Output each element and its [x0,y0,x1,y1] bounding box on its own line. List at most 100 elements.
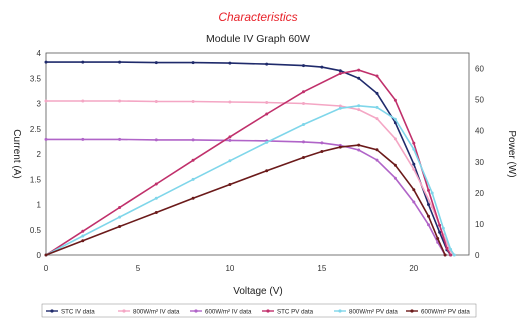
legend: STC IV data 800W/m² IV data 600W/m² IV dat… [46,308,470,315]
x-tick-label: 20 [409,264,418,273]
y2-axis-ticks: 0 10 20 30 40 50 60 [475,65,484,260]
data-point [228,61,232,65]
data-point [81,229,85,233]
data-point [375,158,379,162]
legend-marker [122,309,126,313]
data-point [438,223,442,227]
data-point [393,98,397,102]
y2-tick-label: 0 [475,251,480,260]
data-point [44,60,48,64]
y-tick-label: 1.5 [30,175,42,184]
x-tick-label: 5 [136,264,141,273]
data-point [445,246,449,250]
data-point [154,61,158,65]
data-point [338,106,342,110]
data-point [427,223,430,227]
data-point [436,237,440,240]
data-point [375,117,379,121]
legend-entry: STC PV data [277,308,314,315]
data-point [438,230,442,234]
data-point [265,62,269,66]
data-point [118,206,122,209]
data-point [118,225,122,228]
data-point [154,196,158,200]
data-point [191,177,195,181]
legend-entry: 800W/m² PV data [349,308,398,315]
y2-tick-label: 60 [475,65,484,74]
data-point [427,188,430,192]
legend-entry: 600W/m² IV data [205,308,252,315]
data-point [427,214,430,218]
data-point [118,99,122,103]
data-point [412,147,416,151]
data-point [302,90,305,94]
data-point [81,239,85,243]
data-point [393,163,397,167]
data-point [393,137,397,141]
legend-marker [50,309,54,313]
data-point [357,108,361,112]
chart-suptitle: Characteristics [218,10,297,24]
legend-box [41,303,477,318]
data-point [228,135,232,139]
data-point [338,72,342,75]
data-point [443,253,447,257]
data-point [44,99,48,103]
data-point [320,141,324,145]
data-point [375,91,379,95]
y-tick-label: 1 [37,201,42,210]
data-point [338,145,342,149]
data-point [44,137,48,141]
data-point [118,215,122,219]
y2-tick-label: 30 [475,158,484,167]
y-tick-label: 3.5 [30,74,42,83]
y-tick-label: 0.5 [30,226,42,235]
data-point [118,60,122,64]
data-point [154,182,158,186]
x-axis-label: Voltage (V) [233,286,282,297]
y2-axis-label: Power (W) [506,130,517,177]
y-tick-label: 3 [37,100,42,109]
y-tick-label: 0 [37,251,42,260]
data-point [357,76,361,80]
data-point [427,203,430,206]
legend-marker [410,309,414,313]
data-point [338,104,342,108]
data-point [265,112,269,116]
data-point [412,167,416,171]
data-point [412,162,416,166]
legend-entry: 800W/m² IV data [133,308,180,315]
x-tick-label: 10 [225,264,234,273]
data-point [320,65,324,69]
data-point [191,158,195,162]
data-point [393,117,397,121]
data-point [412,200,416,204]
y-axis-label: Current (A) [11,129,22,178]
data-point [393,176,397,180]
series-line-5 [45,104,455,256]
data-point [302,156,305,159]
data-point [375,74,379,78]
data-point [375,148,379,152]
data-point [357,68,361,72]
y2-tick-label: 20 [475,189,484,198]
series-line-1 [46,61,452,256]
data-point [118,137,122,141]
legend-entry: STC IV data [61,308,95,315]
data-point [452,253,456,257]
legend-marker [338,309,342,313]
data-point [430,191,434,195]
data-point [191,196,195,200]
data-point [154,138,158,142]
data-point [81,234,85,238]
data-point [441,226,445,230]
y-tick-label: 2.5 [30,125,42,134]
data-point [302,140,305,144]
data-point [191,100,195,103]
data-point [412,141,416,145]
data-point [265,101,269,104]
data-point [338,69,342,73]
data-point [449,253,453,257]
data-point [357,104,361,108]
y-axis-ticks: 0 0.5 1 1.5 2 2.5 3 3.5 4 [30,49,42,260]
